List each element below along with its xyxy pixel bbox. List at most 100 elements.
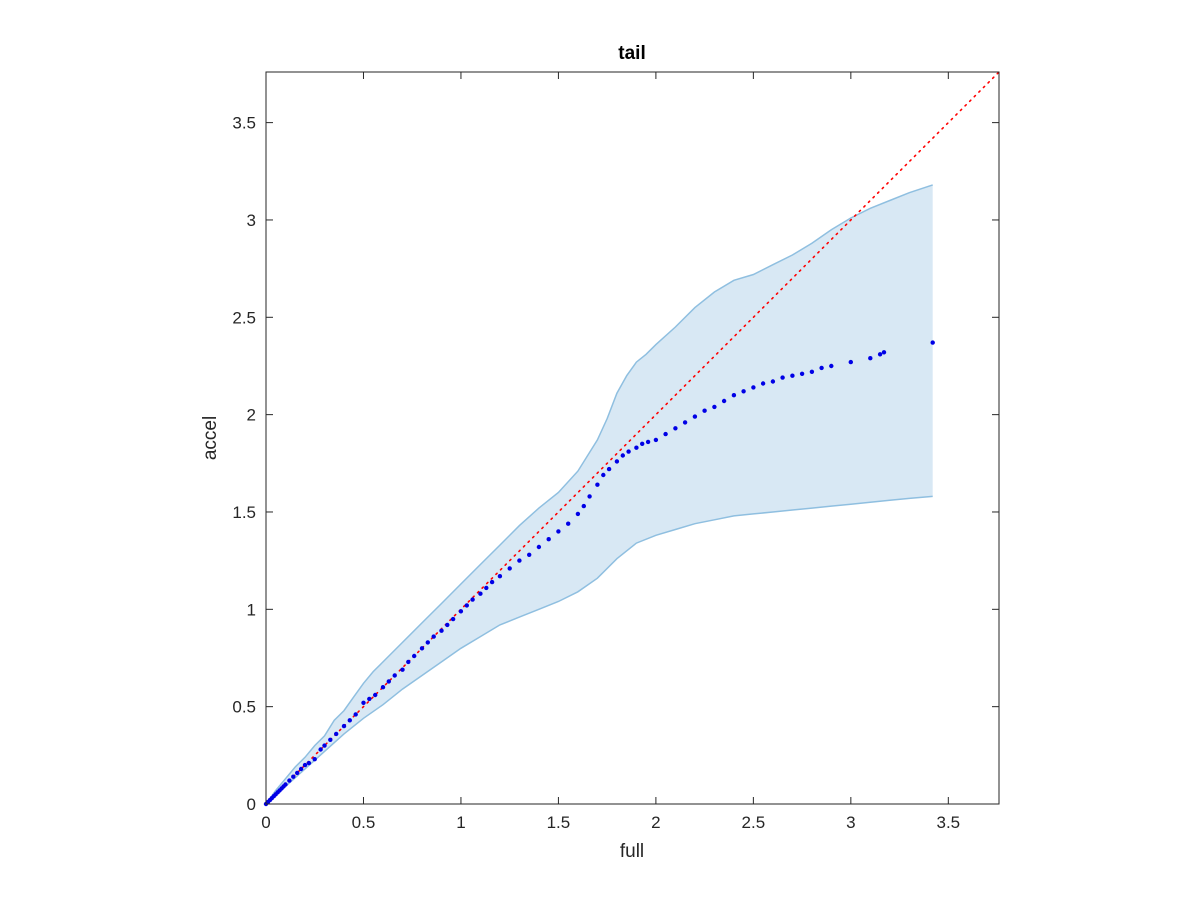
data-point bbox=[400, 667, 405, 672]
data-point bbox=[322, 743, 327, 748]
data-point bbox=[341, 723, 347, 729]
data-point bbox=[780, 375, 785, 380]
data-point bbox=[536, 544, 542, 550]
data-point bbox=[877, 352, 883, 357]
data-point bbox=[484, 585, 489, 591]
data-point bbox=[809, 369, 815, 374]
y-tick-label: 3 bbox=[247, 211, 256, 230]
data-point bbox=[367, 696, 372, 702]
data-point bbox=[458, 609, 464, 614]
data-point bbox=[575, 511, 581, 517]
data-point bbox=[819, 365, 824, 371]
data-point bbox=[312, 757, 317, 762]
data-point bbox=[425, 640, 430, 645]
data-point bbox=[439, 628, 444, 633]
band-layer bbox=[265, 184, 933, 805]
data-point bbox=[799, 371, 805, 376]
x-tick-label: 0 bbox=[261, 813, 270, 832]
data-point bbox=[601, 472, 606, 478]
data-point bbox=[566, 521, 571, 526]
data-point bbox=[581, 503, 586, 509]
data-point bbox=[546, 537, 551, 542]
data-point bbox=[318, 747, 323, 752]
data-point bbox=[489, 579, 495, 585]
data-point bbox=[829, 363, 834, 369]
data-point bbox=[392, 673, 397, 678]
data-point bbox=[587, 494, 592, 499]
data-point bbox=[760, 381, 766, 386]
data-point bbox=[712, 404, 717, 410]
y-tick-label: 3.5 bbox=[232, 114, 256, 133]
y-tick-label: 1 bbox=[247, 600, 256, 619]
data-point bbox=[497, 574, 503, 579]
data-point bbox=[606, 466, 612, 472]
y-tick-label: 0 bbox=[247, 795, 256, 814]
data-point bbox=[770, 379, 776, 384]
data-point bbox=[556, 529, 561, 534]
chart-title: tail bbox=[618, 43, 645, 64]
data-point bbox=[663, 431, 668, 437]
x-axis-label: full bbox=[620, 841, 644, 862]
y-tick-label: 2.5 bbox=[232, 308, 256, 327]
band-lower-edge bbox=[265, 495, 933, 805]
band-upper-edge bbox=[265, 184, 933, 805]
data-point bbox=[295, 770, 300, 776]
axes-box bbox=[265, 71, 1000, 805]
data-point bbox=[620, 453, 625, 458]
data-point bbox=[626, 449, 631, 454]
data-point bbox=[595, 482, 600, 487]
x-tick-label: 2.5 bbox=[742, 813, 766, 832]
data-point bbox=[682, 420, 688, 425]
data-point bbox=[790, 373, 795, 378]
data-point bbox=[445, 622, 450, 628]
data-point bbox=[283, 782, 288, 787]
y-axis-ticks: 0 0.5 1 1.5 2 2.5 3 3.5 bbox=[232, 114, 999, 814]
data-point bbox=[640, 441, 645, 446]
x-axis-ticks: 0 0.5 1 1.5 2 2.5 3 3.5 bbox=[261, 72, 960, 832]
data-point bbox=[614, 459, 620, 464]
data-point bbox=[527, 552, 532, 557]
data-point bbox=[702, 408, 707, 413]
data-point bbox=[406, 659, 411, 665]
data-point bbox=[692, 414, 698, 419]
data-point bbox=[653, 437, 659, 443]
data-point bbox=[450, 616, 456, 622]
data-point bbox=[302, 762, 308, 768]
x-tick-label: 0.5 bbox=[352, 813, 376, 832]
data-point bbox=[464, 603, 469, 608]
data-point bbox=[361, 700, 366, 705]
data-point bbox=[881, 350, 887, 355]
x-tick-label: 1.5 bbox=[547, 813, 571, 832]
confidence-band-fill bbox=[266, 184, 933, 804]
data-point bbox=[328, 737, 333, 742]
y-axis-label: accel bbox=[200, 416, 221, 460]
data-point bbox=[634, 445, 639, 450]
data-point bbox=[347, 718, 352, 723]
x-tick-label: 1 bbox=[456, 813, 465, 832]
data-point bbox=[353, 712, 358, 717]
x-tick-label: 3.5 bbox=[936, 813, 960, 832]
data-point bbox=[291, 774, 296, 779]
x-tick-label: 2 bbox=[651, 813, 660, 832]
data-point bbox=[478, 591, 483, 596]
data-point bbox=[298, 766, 304, 772]
data-point bbox=[386, 679, 391, 684]
data-point bbox=[334, 731, 339, 737]
data-point bbox=[373, 692, 378, 698]
points-layer bbox=[263, 340, 935, 807]
data-point bbox=[287, 778, 292, 783]
data-point bbox=[751, 385, 756, 390]
data-point bbox=[470, 597, 475, 602]
x-tick-label: 3 bbox=[846, 813, 855, 832]
data-point bbox=[419, 646, 425, 651]
data-point bbox=[731, 393, 737, 398]
y-tick-label: 2 bbox=[247, 406, 256, 425]
data-point bbox=[380, 685, 386, 690]
y-tick-label: 0.5 bbox=[232, 698, 256, 717]
data-point bbox=[741, 389, 746, 394]
data-point bbox=[517, 558, 522, 563]
data-point bbox=[868, 356, 873, 361]
data-point bbox=[673, 426, 678, 431]
